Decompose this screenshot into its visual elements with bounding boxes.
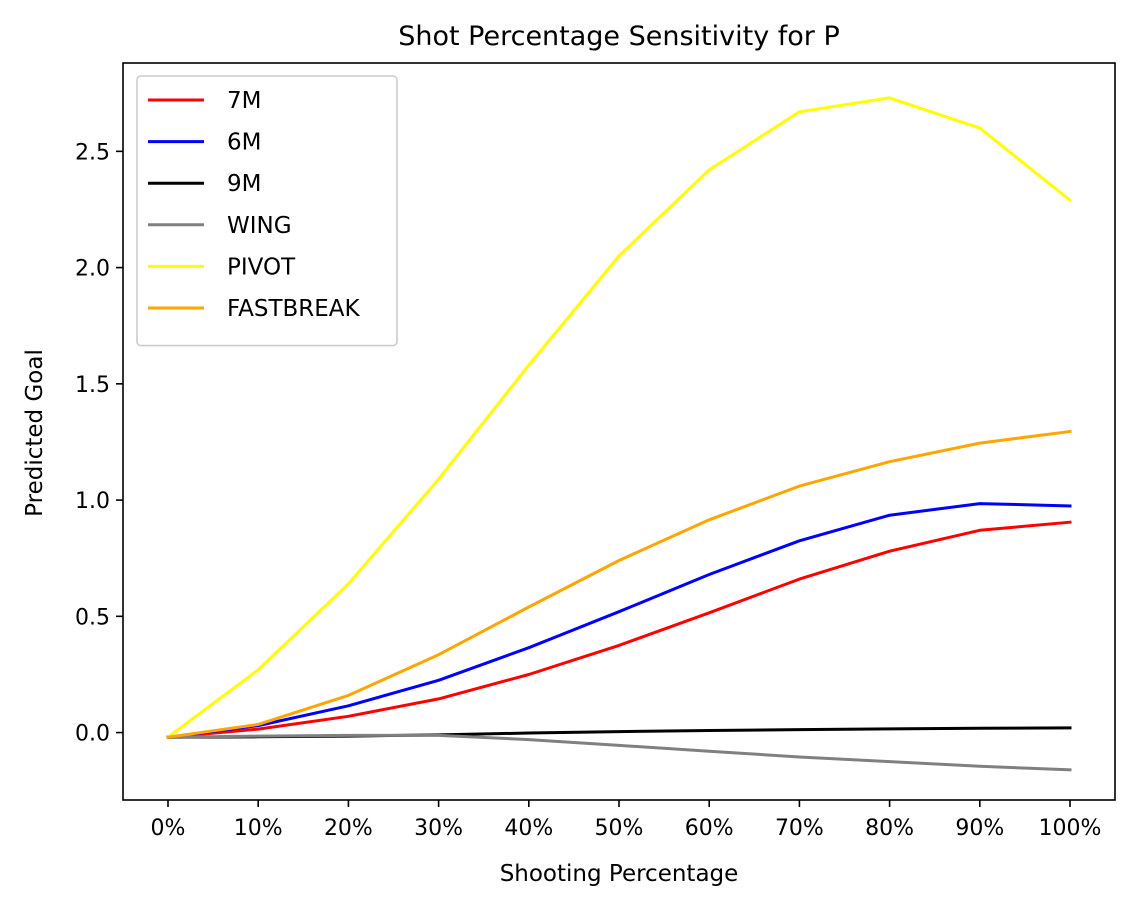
legend: 7M 6M 9M WING PIVOT FASTBREAK [136,75,398,347]
y-tick-label: 1.0 [75,489,110,514]
x-axis-title: Shooting Percentage [500,861,739,887]
y-tick-label: 1.5 [75,373,110,398]
series-line-fastbreak [166,429,1072,739]
x-tick-label: 40% [504,816,553,841]
legend-label: 9M [227,171,261,197]
x-tick-label: 0% [151,816,186,841]
series-line-pivot [165,96,1073,740]
y-tick-label: 2.5 [75,140,110,165]
series-line-6m [166,502,1072,739]
x-tick-label: 20% [324,816,373,841]
x-tick-label: 100% [1039,816,1102,841]
x-tick-label: 30% [414,816,463,841]
x-tick-label: 90% [955,816,1004,841]
x-tick-label: 50% [595,816,644,841]
x-axis-ticks: 0% 10% 20% 30% 40% 50% 60% 70% 80% 90% 100% [151,800,1102,841]
y-axis-ticks: 0.0 0.5 1.0 1.5 2.0 2.5 [75,140,123,747]
plot-layer [165,96,1073,772]
y-tick-label: 2.0 [75,257,110,282]
legend-label: PIVOT [227,254,296,280]
legend-label: 6M [227,130,261,156]
series-line-wing [166,733,1072,772]
series-line-7m [166,520,1072,739]
x-tick-label: 70% [775,816,824,841]
legend-label: 7M [227,88,261,114]
y-axis-title: Predicted Goal [22,349,48,517]
legend-label: FASTBREAK [227,296,361,322]
x-tick-label: 60% [685,816,734,841]
chart-title: Shot Percentage Sensitivity for P [398,21,840,52]
y-tick-label: 0.0 [75,722,110,747]
x-tick-label: 10% [234,816,283,841]
legend-box [136,75,398,347]
x-tick-label: 80% [865,816,914,841]
y-tick-label: 0.5 [75,605,110,630]
legend-label: WING [227,213,292,239]
